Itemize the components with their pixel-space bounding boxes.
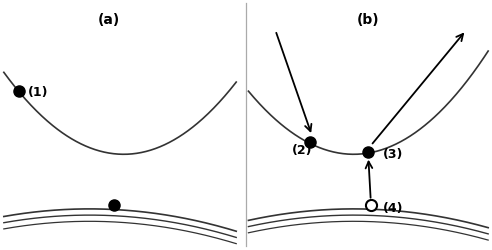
Text: (b): (b): [357, 12, 380, 26]
Text: (1): (1): [29, 85, 49, 98]
Text: (a): (a): [98, 12, 120, 26]
Text: (3): (3): [383, 147, 403, 160]
Text: (2): (2): [292, 144, 312, 156]
Text: (4): (4): [383, 202, 403, 214]
